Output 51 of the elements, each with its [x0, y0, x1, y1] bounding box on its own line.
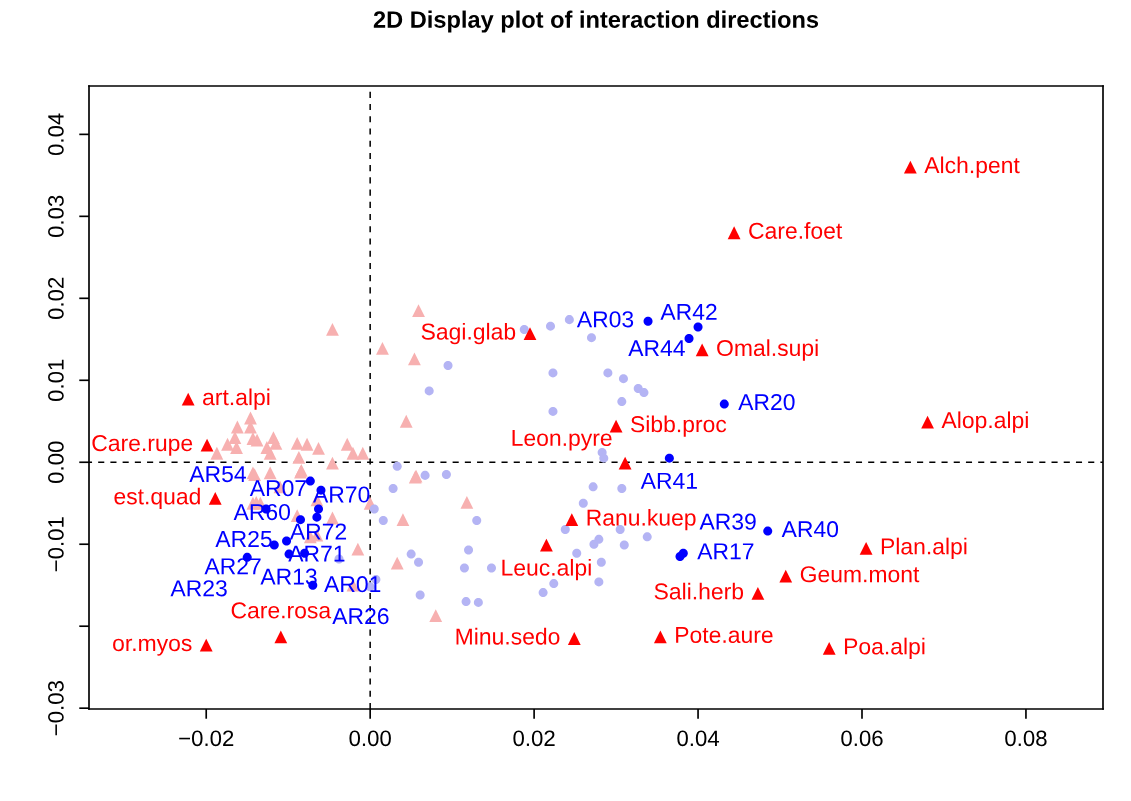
- y-tick-label: 0.03: [48, 195, 64, 238]
- y-tick-label: −0.03: [48, 681, 64, 736]
- data-label: AR27: [204, 558, 261, 575]
- data-label: AR03: [576, 311, 634, 328]
- data-label: est.quad: [114, 487, 200, 510]
- data-label: AR42: [660, 303, 717, 320]
- data-label: Minu.sedo: [456, 627, 560, 645]
- data-label: Geum.mont: [800, 566, 920, 583]
- data-label: Ranu.kuep: [587, 508, 696, 531]
- data-label: Care.rupe: [92, 434, 193, 456]
- x-tick-label: 0.04: [677, 730, 720, 747]
- data-label: AR40: [781, 521, 839, 538]
- data-label: Leon.pyre: [512, 430, 612, 451]
- data-label: Sagi.glab: [421, 322, 516, 345]
- data-label: Plan.alpi: [881, 537, 967, 560]
- data-label: AR41: [640, 472, 697, 489]
- data-label: AR26: [332, 608, 389, 625]
- data-label: AR20: [738, 393, 795, 411]
- x-tick-label: 0.02: [513, 730, 555, 747]
- data-label: AR44: [628, 340, 685, 357]
- data-label: AR17: [697, 543, 754, 560]
- data-label: AR23: [170, 580, 227, 597]
- x-tick-label: 0.06: [841, 730, 883, 747]
- data-label: AR07: [249, 480, 306, 497]
- y-tick-label: 0.04: [48, 113, 64, 156]
- data-label: Care.rosa: [231, 602, 332, 619]
- data-label: AR54: [189, 466, 246, 483]
- data-label: art.alpi: [203, 388, 270, 410]
- x-tick-label: 0.00: [349, 730, 391, 747]
- data-label: Leuc.alpi: [502, 558, 591, 581]
- y-tick-label: −0.01: [48, 517, 64, 572]
- data-label: or.myos: [113, 638, 192, 656]
- data-label: Omal.supi: [717, 339, 818, 361]
- data-label: Pote.aure: [676, 627, 773, 644]
- data-label: Poa.alpi: [844, 637, 925, 660]
- data-label: AR01: [324, 576, 381, 593]
- data-label: Sibb.proc: [631, 415, 727, 437]
- y-tick-label: 0.00: [48, 441, 64, 484]
- y-tick-label: 0.02: [48, 277, 64, 320]
- x-tick-label: 0.08: [1005, 730, 1047, 747]
- data-label: AR25: [215, 530, 272, 548]
- data-label: Sali.herb: [654, 582, 744, 600]
- data-label: Alch.pent: [924, 156, 1020, 178]
- data-label: AR39: [699, 513, 756, 530]
- data-label: AR72: [289, 523, 347, 540]
- data-label: Alop.alpi: [941, 411, 1028, 433]
- x-tick-label: −0.02: [179, 730, 234, 747]
- y-tick-label: 0.01: [48, 359, 64, 402]
- chart-title: 2D Display plot of interaction directions: [373, 10, 819, 33]
- data-label: AR13: [260, 568, 317, 585]
- data-label: Care.foet: [749, 222, 843, 239]
